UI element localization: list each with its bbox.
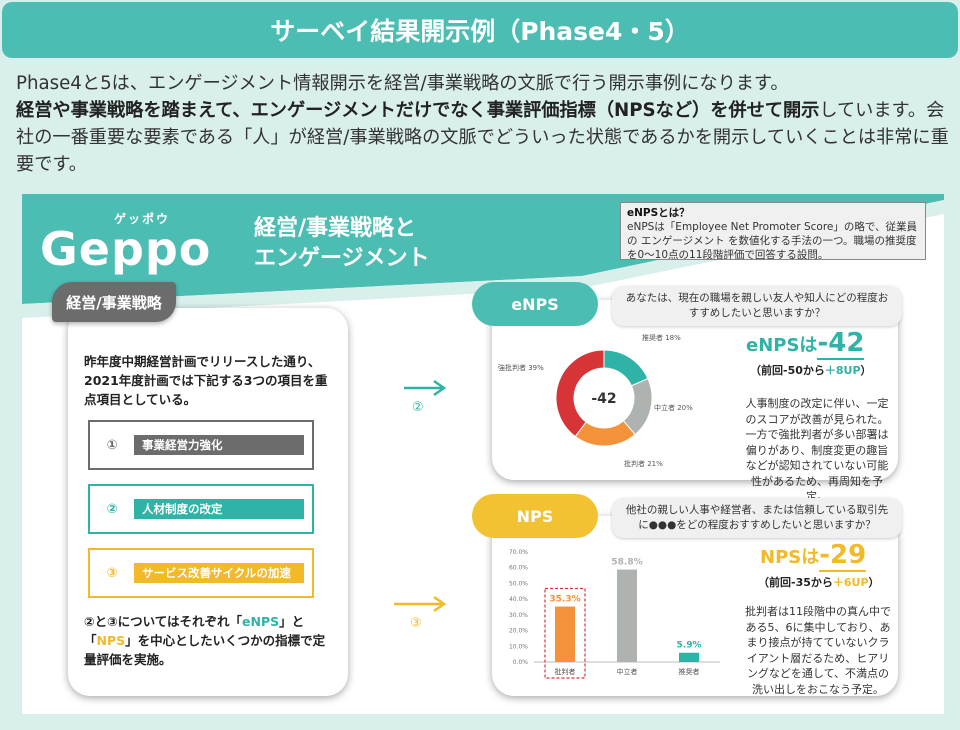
logo-kana: ゲッポウ: [114, 212, 171, 226]
y-tick-label: 40.0%: [509, 596, 528, 603]
page-title: サーベイ結果開示例（Phase4・5）: [270, 17, 690, 46]
arrow-enps-num: ②: [412, 400, 424, 415]
donut-slice-label: 批判者 21%: [624, 459, 663, 468]
nps-prev-pre: （前回-35から: [758, 576, 833, 589]
card-header-title: 経営/事業戦略と エンゲージメント: [254, 214, 430, 274]
strategy-item-1-num: ①: [106, 437, 118, 453]
bar-category-label: 批判者: [555, 667, 576, 676]
nps-prev-delta: ＋6UP: [832, 576, 869, 589]
y-tick-label: 20.0%: [509, 628, 528, 635]
strategy-text: 昨年度中期経営計画でリリースした通り、2021年度計画では下記する3つの項目を重…: [84, 354, 328, 407]
nps-prev: （前回-35から＋6UP）: [758, 574, 880, 590]
y-tick-label: 50.0%: [509, 580, 528, 587]
intro-bold: 経営や事業戦略を踏まえて、エンゲージメントだけでなく事業評価指標（NPSなど）を…: [16, 100, 820, 121]
strategy-item-3-label: サービス改善サイクルの加速: [134, 563, 304, 583]
strategy-item-1: ① 事業経営力強化: [88, 420, 314, 470]
y-tick-label: 30.0%: [509, 612, 528, 619]
arrow-right-icon: [404, 379, 447, 397]
enps-score-label: eNPSは: [746, 335, 818, 356]
strategy-item-3-num: ③: [106, 565, 118, 581]
nps-description: 批判者は11段階中の真ん中である5、6に集中しており、あまり接点が持てていないク…: [745, 605, 891, 696]
bar-value-label: 35.3%: [549, 595, 580, 605]
bar: [617, 569, 637, 662]
page-title-bar: サーベイ結果開示例（Phase4・5）: [2, 2, 958, 58]
nps-panel: 0.0% 10.0% 20.0% 30.0% 40.0% 50.0% 60.0% 70.0% 3…: [492, 516, 898, 696]
enps-description: 人事制度の改定に伴い、一定のスコアが改善が見られた。一方で強批判者が多い部署は偏…: [745, 397, 889, 503]
intro-rest: しています。会社の一番重要な要素である「人」が経営/事業戦略の文脈でどういった状…: [16, 100, 949, 175]
nps-pill: NPS: [472, 494, 598, 538]
enps-definition-box: eNPSとは？ eNPSは「Employee Net Promoter Scor…: [620, 202, 926, 261]
y-tick-label: 10.0%: [509, 643, 528, 650]
definition-title: eNPSとは？: [627, 207, 690, 219]
strategy-item-2-num: ②: [106, 501, 118, 517]
donut-center-label: -42: [591, 391, 616, 407]
bottom-enps: eNPS: [242, 614, 280, 629]
bottom-mid: 」と「: [84, 614, 305, 648]
nps-bar-chart: 0.0% 10.0% 20.0% 30.0% 40.0% 50.0% 60.0% 70.0% 3…: [509, 549, 720, 679]
enps-prev-post: ）: [860, 364, 872, 377]
strategy-bottom-text: ②と③についてはそれぞれ「eNPS」と「NPS」を中心としたいくつかの指標で定量…: [84, 612, 334, 669]
bar-value-label: 58.8%: [611, 558, 642, 568]
definition-body: eNPSは「Employee Net Promoter Score」の略で、従業…: [627, 221, 917, 261]
strategy-panel: 昨年度中期経営計画でリリースした通り、2021年度計画では下記する3つの項目を重…: [68, 308, 348, 696]
donut-slice-label: 推奨者 18%: [642, 333, 681, 342]
card-header-line2: エンゲージメント: [254, 246, 430, 271]
strategy-tag: 経営/事業戦略: [52, 282, 176, 322]
y-tick-label: 0.0%: [513, 659, 529, 666]
enps-panel: 推奨者 18% 中立者 20% 批判者 21% 強批判者 39% -42 eNPSは-4…: [492, 300, 898, 503]
strategy-item-3: ③ サービス改善サイクルの加速: [88, 548, 314, 598]
intro-text: Phase4と5は、エンゲージメント情報開示を経営/事業戦略の文脈で行う開示事例…: [16, 70, 951, 178]
card-header-line1: 経営/事業戦略と: [254, 216, 417, 241]
donut-slice-label: 強批判者 39%: [498, 363, 544, 372]
enps-prev-pre: （前回-50から: [750, 364, 825, 377]
nps-question-bubble: 他社の親しい人事や経営者、または信頼している取引先に●●●をどの程度おすすめした…: [612, 498, 902, 538]
bar-category-label: 中立者: [617, 667, 638, 676]
arrow-nps-num: ③: [410, 616, 422, 631]
enps-score: eNPSは-42: [746, 328, 865, 360]
intro-line1: Phase4と5は、エンゲージメント情報開示を経営/事業戦略の文脈で行う開示事例…: [16, 73, 789, 94]
strategy-item-2-label: 人材制度の改定: [134, 499, 304, 519]
donut-slice: [603, 349, 649, 387]
bar: [555, 606, 575, 662]
bottom-post: 」を中心としたいくつかの指標で定量評価を実施。: [84, 633, 326, 667]
enps-pill: eNPS: [472, 282, 598, 326]
donut-slice-label: 中立者 20%: [654, 403, 693, 412]
enps-prev: （前回-50から＋8UP）: [750, 362, 872, 378]
bar-value-label: 5.9%: [677, 641, 702, 651]
strategy-item-2: ② 人材制度の改定: [88, 484, 314, 534]
geppo-logo: Geppo: [40, 222, 212, 276]
enps-question-bubble: あなたは、現在の職場を親しい友人や知人にどの程度おすすめしたいと思いますか？: [612, 286, 902, 326]
arrow-right-icon: [394, 595, 447, 613]
enps-donut-chart: 推奨者 18% 中立者 20% 批判者 21% 強批判者 39% -42: [498, 333, 693, 468]
bottom-nps: NPS: [96, 633, 126, 648]
y-tick-label: 70.0%: [509, 549, 528, 556]
bar-highlight-box: [544, 587, 586, 679]
nps-score: NPSは-29: [760, 540, 867, 572]
nps-score-value: -29: [819, 540, 867, 572]
bar: [679, 652, 699, 662]
enps-score-value: -42: [817, 328, 865, 360]
nps-prev-post: ）: [868, 576, 880, 589]
donut-slice: [555, 349, 605, 438]
nps-score-label: NPSは: [760, 547, 820, 568]
survey-card: ゲッポウ Geppo 経営/事業戦略と エンゲージメント eNPSとは？ eNP…: [22, 194, 944, 714]
enps-prev-delta: ＋8UP: [824, 364, 861, 377]
strategy-item-1-label: 事業経営力強化: [134, 435, 304, 455]
bar-category-label: 推奨者: [679, 667, 700, 676]
y-tick-label: 60.0%: [509, 565, 528, 572]
bottom-pre: ②と③についてはそれぞれ「: [84, 614, 243, 629]
